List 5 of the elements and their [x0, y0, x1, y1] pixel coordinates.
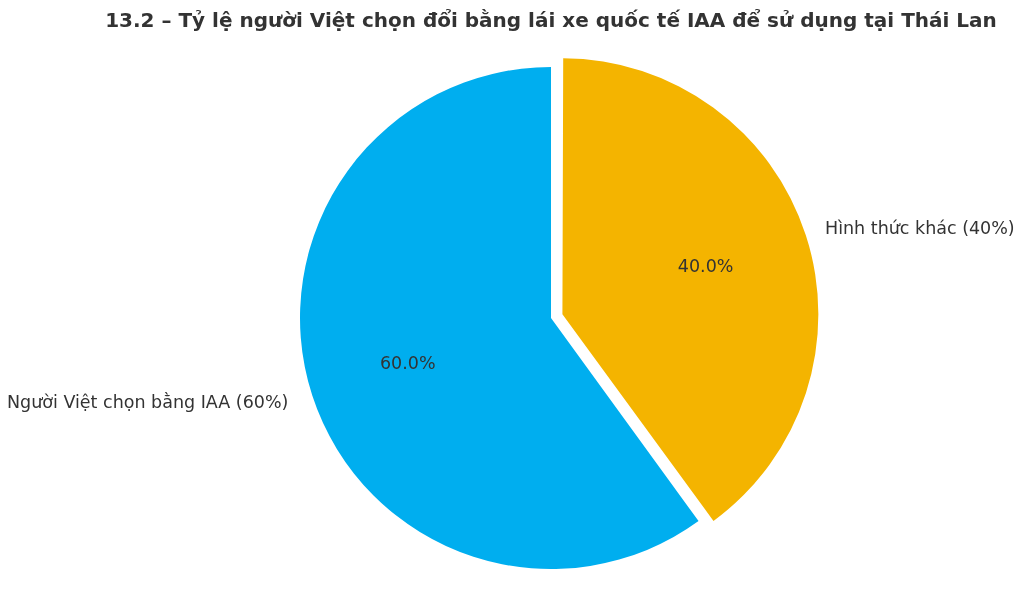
data-label: 60.0% [379, 353, 436, 374]
slice-label: Người Việt chọn bằng IAA (60%) [6, 391, 289, 412]
slice-label: Hình thức khác (40%) [825, 217, 1015, 238]
data-label: 40.0% [677, 256, 734, 277]
chart-title: 13.2 – Tỷ lệ người Việt chọn đổi bằng lái xe quốc tế IAA để sử dụng tại Thái Lan [105, 8, 997, 33]
